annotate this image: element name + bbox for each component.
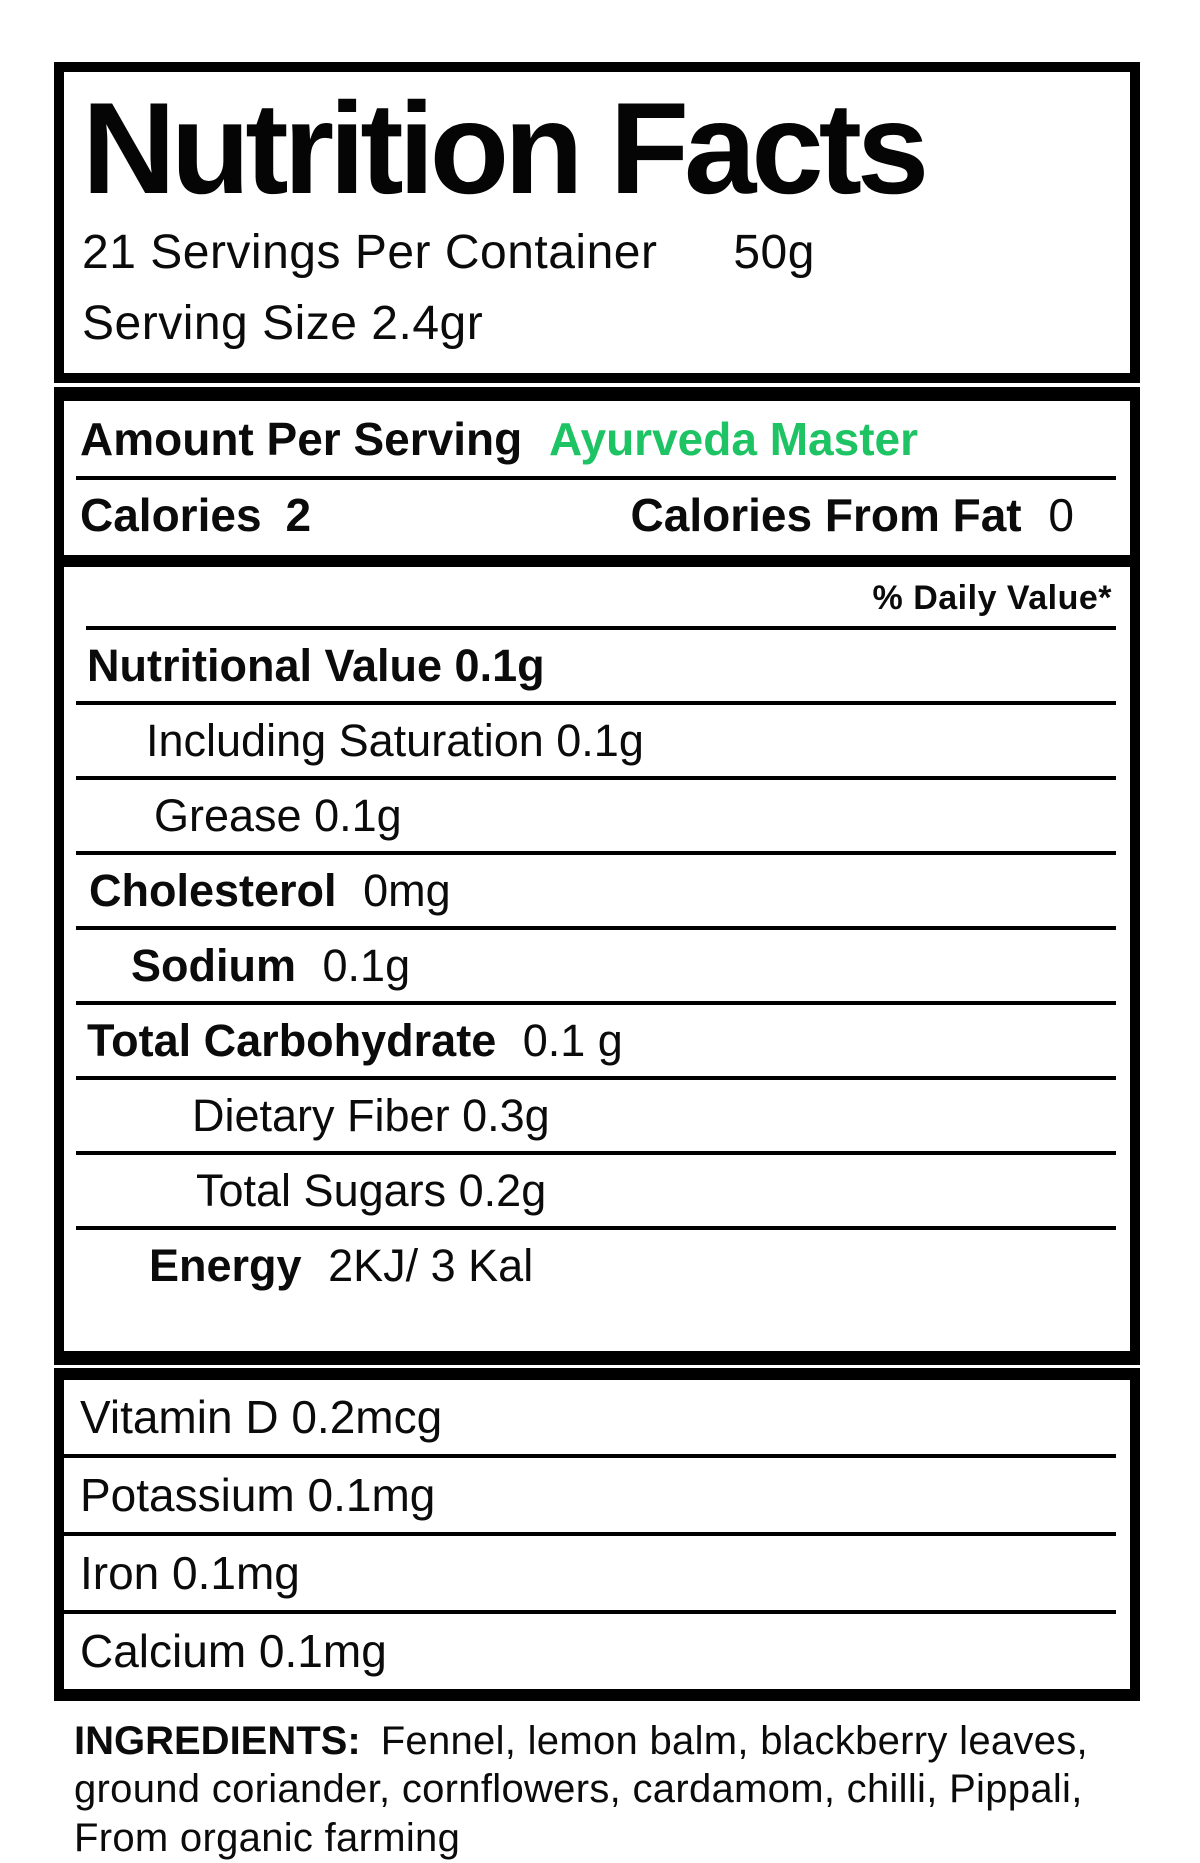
ingredients-line-2: ground coriander, cornflowers, cardamom,… <box>74 1767 1083 1812</box>
divider <box>76 775 1116 780</box>
nutrient-row-dietary-fiber: Dietary Fiber 0.3g <box>192 1090 550 1142</box>
servings-line: 21 Servings Per Container 50g <box>82 222 1112 284</box>
nutrient-row-sodium: Sodium 0.1g <box>64 930 1130 1001</box>
main-box: Amount Per Serving Ayurveda Master Calor… <box>54 387 1140 1365</box>
nutrient-row-cholesterol: Cholesterol 0mg <box>64 855 1130 926</box>
energy-value: 2KJ/ 3 Kal <box>328 1240 534 1292</box>
nutrient-row-grease: Grease 0.1g <box>154 789 402 841</box>
ingredients-paragraph: INGREDIENTS: Fennel, lemon balm, blackber… <box>74 1717 1140 1863</box>
cholesterol-value: 0mg <box>363 864 451 916</box>
divider <box>76 850 1116 855</box>
divider <box>64 1453 1116 1458</box>
header-box: Nutrition Facts 21 Servings Per Containe… <box>54 62 1140 384</box>
divider <box>86 625 1116 630</box>
divider <box>76 1001 1116 1006</box>
amount-per-serving-label: Amount Per Serving <box>80 413 523 466</box>
mineral-row-potassium: Potassium 0.1mg <box>80 1468 436 1521</box>
ingredients-line-1: INGREDIENTS: Fennel, lemon balm, blackber… <box>74 1717 1140 1766</box>
label-title: Nutrition Facts <box>82 75 929 221</box>
servings-per-container: 21 Servings Per Container <box>82 226 658 280</box>
total-carbohydrate-value: 0.1 g <box>522 1015 623 1067</box>
daily-value-header: % Daily Value* <box>872 578 1112 617</box>
divider <box>76 476 1116 481</box>
nutrient-row-nutritional-value: Nutritional Value 0.1g <box>87 639 545 691</box>
mineral-row-vitamin-d: Vitamin D 0.2mcg <box>80 1390 443 1443</box>
minerals-box: Vitamin D 0.2mcg Potassium 0.1mg Iron 0.… <box>54 1367 1140 1701</box>
calories-label: Calories <box>80 489 262 542</box>
sodium-label: Sodium <box>131 940 296 992</box>
divider <box>64 1532 1116 1537</box>
nutrient-row-including-saturation: Including Saturation 0.1g <box>146 714 644 766</box>
mineral-row-iron: Iron 0.1mg <box>80 1547 300 1600</box>
calories-from-fat-value: 0 <box>1048 489 1074 542</box>
calories-row: Calories 2 Calories From Fat 0 <box>64 480 1130 554</box>
brand-name: Ayurveda Master <box>548 413 918 466</box>
energy-label: Energy <box>149 1240 302 1292</box>
thick-divider <box>64 554 1130 567</box>
divider <box>76 1151 1116 1156</box>
ingredients-line-3: From organic farming <box>74 1816 461 1861</box>
calories-from-fat-group: Calories From Fat 0 <box>631 488 1074 542</box>
divider <box>64 1610 1116 1615</box>
sodium-value: 0.1g <box>322 940 411 992</box>
calories-value: 2 <box>285 489 312 542</box>
nutrient-row-energy: Energy 2KJ/ 3 Kal <box>64 1230 1130 1350</box>
divider <box>76 1076 1116 1081</box>
divider <box>76 926 1116 931</box>
cholesterol-label: Cholesterol <box>89 864 337 916</box>
nutrition-label: Nutrition Facts 21 Servings Per Containe… <box>54 62 1140 1863</box>
total-carbohydrate-label: Total Carbohydrate <box>87 1015 497 1067</box>
nutrient-row-total-carbohydrate: Total Carbohydrate 0.1 g <box>64 1005 1130 1076</box>
amount-per-serving-row: Amount Per Serving Ayurveda Master <box>64 401 1130 476</box>
ingredients-label: INGREDIENTS: <box>74 1718 361 1763</box>
divider <box>76 700 1116 705</box>
serving-size: Serving Size 2.4gr <box>82 296 484 350</box>
mineral-row-calcium: Calcium 0.1mg <box>80 1625 387 1678</box>
divider <box>76 1226 1116 1231</box>
container-weight: 50g <box>733 226 815 280</box>
nutrient-row-total-sugars: Total Sugars 0.2g <box>196 1165 547 1217</box>
ingredients-text-1: Fennel, lemon balm, blackberry leaves, <box>380 1718 1088 1763</box>
calories-from-fat-label: Calories From Fat <box>630 489 1022 542</box>
